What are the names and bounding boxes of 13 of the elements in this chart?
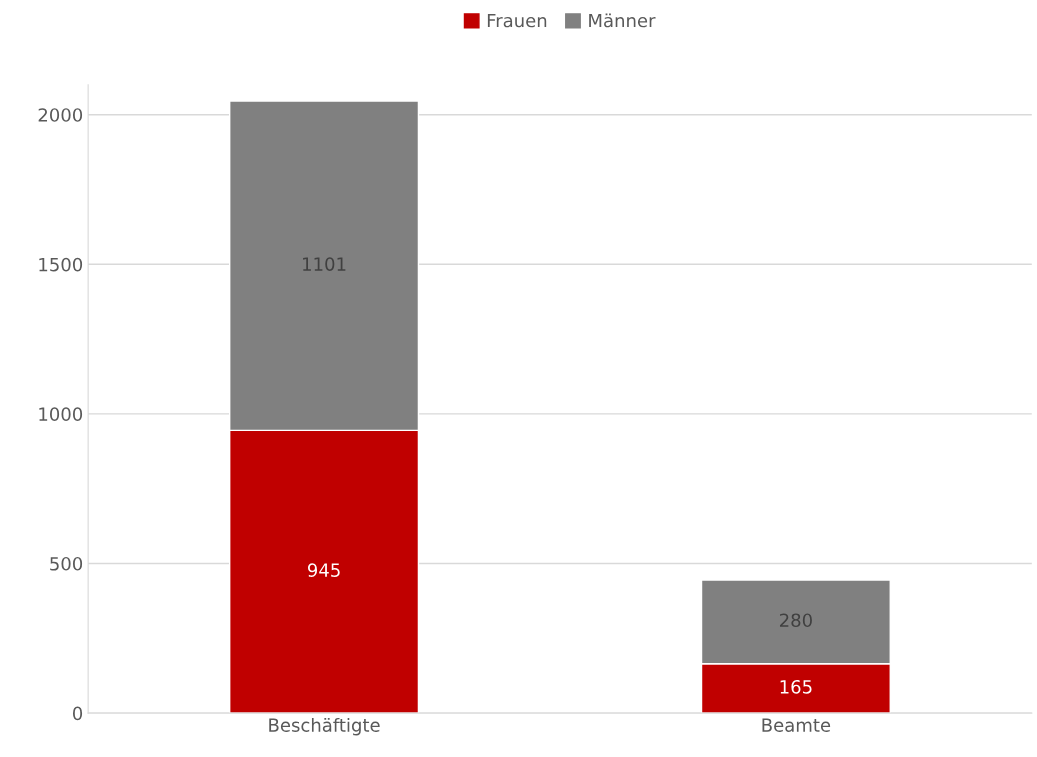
data-label: 165 — [780, 679, 812, 694]
data-label: 280 — [779, 613, 812, 628]
y-tick-label: 1500 — [39, 257, 83, 272]
x-tick-label: Beamte — [762, 718, 831, 732]
y-tick-label: 1000 — [39, 407, 83, 422]
x-tick-label: Beschäftigte — [269, 717, 380, 736]
legend-label: Frauen — [487, 13, 547, 28]
data-label: 945 — [307, 563, 340, 577]
data-label: 1101 — [303, 257, 346, 271]
legend-label: Männer — [589, 13, 656, 28]
y-tick-label: 0 — [72, 706, 83, 721]
y-tick-label: 2000 — [38, 108, 83, 122]
y-tick-label: 500 — [50, 556, 83, 571]
